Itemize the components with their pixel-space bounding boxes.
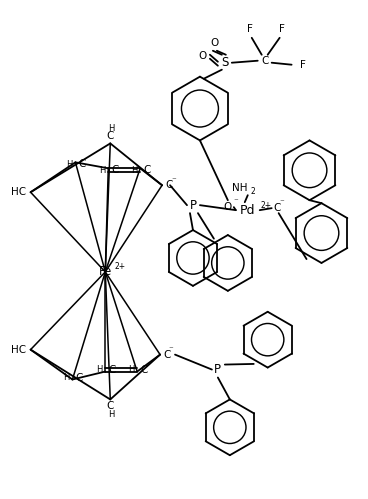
Text: ⁻: ⁻ — [171, 177, 176, 186]
Text: ⁻: ⁻ — [233, 198, 238, 207]
Text: 2: 2 — [251, 187, 255, 196]
Text: H: H — [99, 166, 105, 175]
Text: C: C — [111, 165, 118, 175]
Text: O: O — [224, 202, 232, 212]
Text: F: F — [279, 24, 284, 34]
Text: H: H — [63, 373, 70, 382]
Text: O: O — [199, 51, 207, 61]
Text: F: F — [247, 24, 253, 34]
Text: S: S — [221, 56, 229, 69]
Text: ⁻: ⁻ — [279, 199, 284, 208]
Text: H: H — [108, 124, 114, 133]
Text: C: C — [140, 365, 148, 375]
Text: H: H — [108, 410, 114, 419]
Text: C: C — [165, 180, 173, 190]
Text: Fe: Fe — [99, 265, 112, 278]
Text: C: C — [274, 203, 281, 213]
Text: C: C — [107, 131, 114, 141]
Text: P: P — [215, 363, 222, 376]
Text: C: C — [143, 165, 151, 175]
Text: H: H — [131, 166, 137, 175]
Text: C: C — [261, 56, 268, 66]
Text: HC: HC — [11, 345, 26, 355]
Text: O: O — [211, 38, 219, 48]
Text: H: H — [66, 160, 72, 169]
Text: Pd: Pd — [240, 204, 255, 217]
Text: 2+: 2+ — [115, 262, 126, 271]
Text: H: H — [96, 365, 102, 374]
Text: F: F — [300, 60, 305, 70]
Text: ⁻: ⁻ — [169, 345, 173, 354]
Text: P: P — [190, 199, 197, 212]
Text: C: C — [108, 365, 116, 375]
Text: H: H — [128, 365, 134, 374]
Text: C: C — [107, 401, 114, 411]
Text: C: C — [75, 373, 83, 383]
Text: 2+: 2+ — [260, 201, 271, 210]
Text: NH: NH — [232, 183, 248, 193]
Text: HC: HC — [11, 187, 26, 197]
Text: C: C — [78, 159, 86, 169]
Text: C: C — [163, 350, 170, 360]
